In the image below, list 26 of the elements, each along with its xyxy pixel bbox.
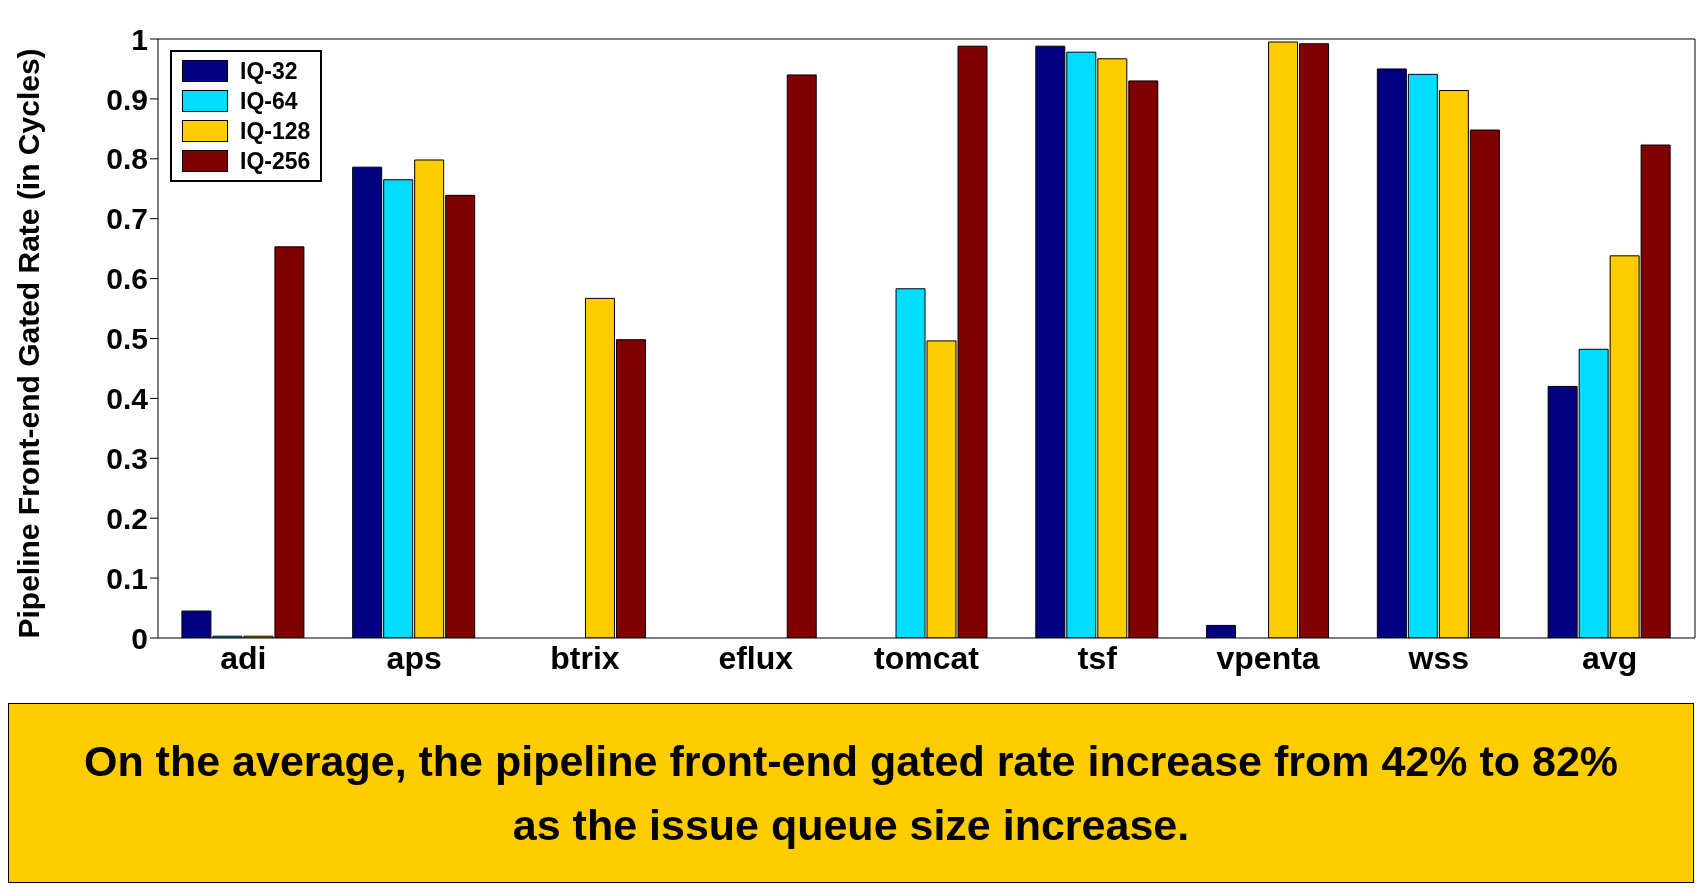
x-tick-label: aps (386, 639, 442, 676)
y-tick-label: 0.5 (106, 322, 148, 356)
y-axis-title: Pipeline Front-end Gated Rate (in Cycles) (11, 48, 45, 639)
x-tick-label: btrix (550, 639, 620, 676)
legend-label: IQ-64 (240, 87, 298, 115)
y-tick-label: 0.7 (106, 202, 148, 236)
y-tick-label: 0.6 (106, 262, 148, 296)
y-tick-label: 0.1 (106, 561, 148, 595)
x-tick-label: eflux (718, 639, 794, 676)
y-tick-label: 0.9 (106, 82, 148, 116)
y-tick-label: 0.4 (106, 382, 149, 416)
y-tick-label: 0.2 (106, 501, 148, 535)
y-tick-label: 0 (131, 621, 148, 655)
y-tick-label: 0.8 (106, 142, 148, 176)
x-tick-label: tsf (1077, 639, 1118, 676)
x-tick-label: avg (1582, 639, 1638, 676)
x-tick-label: tomcat (874, 639, 980, 676)
y-tick-label: 0.3 (106, 441, 148, 475)
legend-label: IQ-128 (240, 117, 311, 145)
y-tick-label: 1 (131, 22, 148, 56)
x-tick-label: wss (1407, 639, 1470, 676)
x-tick-label: adi (220, 639, 267, 676)
text: On the average, the pipeline front-end gated rate increase from 42% to 82% as the issue queue size increase. (8, 703, 1694, 883)
legend-label: IQ-32 (240, 57, 298, 85)
x-tick-label: vpenta (1216, 639, 1320, 676)
legend-label: IQ-256 (240, 147, 311, 175)
